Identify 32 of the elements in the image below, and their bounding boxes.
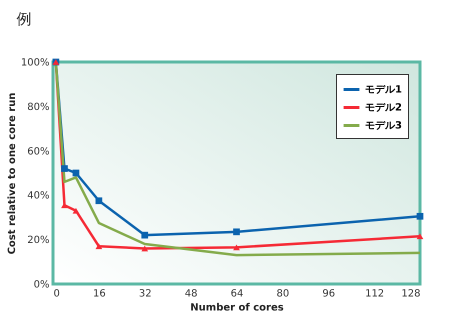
y-tick-label: 80% [27,102,50,113]
point [72,170,80,176]
point [233,228,240,236]
legend-label: モデル2 [365,102,402,114]
point [72,208,80,214]
y-tick-label: 60% [27,146,50,158]
y-tick-label: 100% [20,58,50,68]
x-tick-label: 16 [93,288,106,300]
point [416,233,424,240]
x-tick-label: 64 [230,288,244,300]
point [141,246,148,252]
legend-label: モデル1 [365,84,402,96]
y-tick-label: 20% [27,235,50,246]
x-tick-label: 32 [138,288,152,300]
y-axis-title: Cost relative to one core run [6,92,18,254]
x-tick-label: 48 [184,288,198,300]
x-tick-label: 96 [322,288,336,300]
point [96,197,102,204]
point [61,165,68,172]
point [233,244,240,250]
y-tick-label: 0% [34,280,50,290]
chart-title: 例 [16,10,32,28]
x-tick-label: 112 [365,288,384,300]
x-tick-label: 0 [54,288,60,300]
point [416,212,424,220]
y-tick-label: 40% [27,190,50,202]
x-tick-label: 128 [401,288,420,300]
x-tick-label: 80 [276,288,290,300]
x-axis-title: Number of cores [190,302,284,314]
legend-label: モデル3 [365,120,402,132]
point [141,232,148,239]
point [96,243,102,250]
